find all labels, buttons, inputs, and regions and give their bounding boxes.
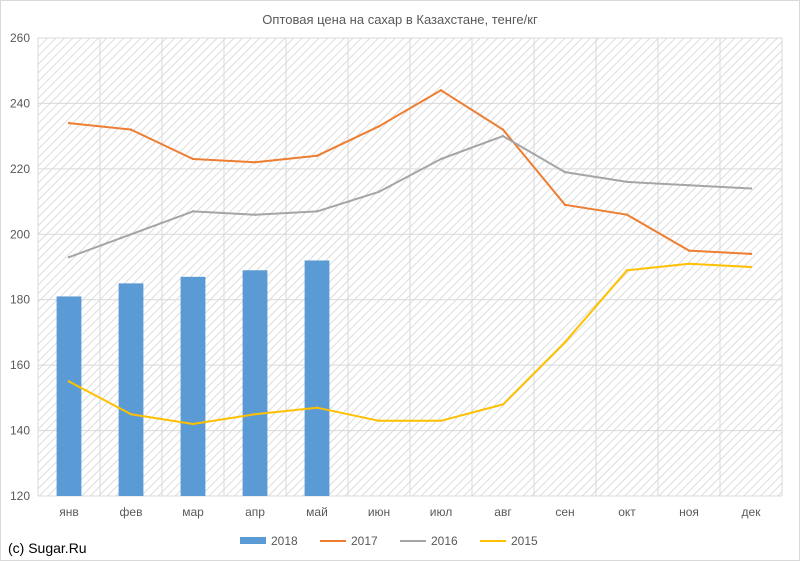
point-2017-фев (129, 128, 133, 131)
point-2017-май (315, 154, 319, 157)
bar-2018-мар (180, 276, 206, 496)
x-tick-label: янв (59, 505, 79, 519)
point-2016-сен (563, 170, 567, 174)
y-tick-label: 120 (10, 489, 30, 503)
point-2016-янв (67, 255, 71, 259)
y-tick-label: 160 (10, 358, 30, 372)
point-2016-окт (625, 180, 629, 184)
point-2015-май (315, 406, 319, 409)
x-tick-label: фев (120, 505, 143, 519)
bar-2018-янв (56, 296, 82, 496)
credit-label: (c) Sugar.Ru (8, 540, 87, 556)
legend: 2018 2017 2016 2015 (240, 534, 538, 548)
x-tick-label: авг (494, 505, 512, 519)
point-2017-авг (501, 128, 505, 131)
gridlines (37, 37, 783, 497)
point-2016-апр (253, 213, 257, 216)
legend-label-2015: 2015 (511, 534, 538, 548)
x-tick-label: ноя (679, 505, 699, 519)
x-tick-label: окт (618, 505, 636, 519)
y-tick-label: 240 (10, 96, 30, 110)
bar-2018-фев (118, 283, 144, 496)
point-2017-ноя (687, 249, 691, 252)
point-2015-авг (501, 403, 505, 406)
y-tick-label: 140 (10, 424, 30, 438)
line-series-2016 (68, 135, 752, 259)
point-2015-янв (67, 380, 71, 383)
point-2015-апр (253, 413, 257, 416)
point-2015-июн (377, 419, 381, 422)
x-tick-label: дек (742, 505, 762, 519)
chart-title: Оптовая цена на сахар в Казахстане, тенг… (262, 12, 538, 27)
point-2015-сен (563, 341, 567, 344)
y-tick-label: 200 (10, 227, 30, 241)
x-tick-label: июн (368, 505, 390, 519)
point-2017-мар (191, 157, 195, 161)
point-2016-дек (749, 187, 753, 190)
y-tick-label: 220 (10, 162, 30, 176)
point-2017-июл (439, 89, 443, 92)
bar-series (56, 260, 330, 496)
x-tick-label: июл (430, 505, 452, 519)
point-2015-дек (749, 265, 753, 269)
x-tick-label: май (306, 505, 328, 519)
legend-label-2018: 2018 (271, 534, 298, 548)
y-tick-label: 180 (10, 293, 30, 307)
legend-label-2016: 2016 (431, 534, 458, 548)
bar-2018-апр (242, 270, 268, 496)
point-2017-окт (625, 213, 629, 216)
point-2015-окт (625, 269, 629, 272)
line-series (67, 89, 753, 426)
point-2016-ноя (687, 184, 691, 187)
x-axis-tick-labels: янв фев мар апр май июн июл авг сен окт ноя дек (59, 505, 761, 519)
point-2016-май (315, 210, 319, 213)
point-2016-фев (129, 233, 133, 236)
point-2017-июн (377, 125, 381, 128)
legend-label-2017: 2017 (351, 534, 378, 548)
x-tick-label: мар (182, 505, 204, 519)
legend-swatch-2018 (240, 537, 266, 544)
point-2016-авг (501, 134, 505, 138)
line-series-2015 (68, 262, 752, 425)
point-2016-мар (191, 210, 195, 213)
point-2015-фев (129, 413, 133, 416)
point-2017-сен (563, 203, 567, 207)
point-2016-июн (377, 190, 381, 193)
point-2015-июл (439, 419, 443, 422)
point-2017-янв (67, 121, 71, 125)
point-2015-ноя (687, 262, 691, 265)
y-tick-label: 260 (10, 31, 30, 45)
point-2017-апр (253, 161, 257, 164)
line-series-2017 (68, 89, 752, 255)
point-2017-дек (749, 252, 753, 256)
x-tick-label: сен (555, 505, 574, 519)
point-2015-мар (191, 422, 195, 426)
bar-2018-май (304, 260, 330, 496)
point-2016-июл (439, 157, 443, 161)
x-tick-label: апр (245, 505, 265, 519)
y-axis-tick-labels: 120 140 160 180 200 220 240 260 (10, 31, 30, 503)
